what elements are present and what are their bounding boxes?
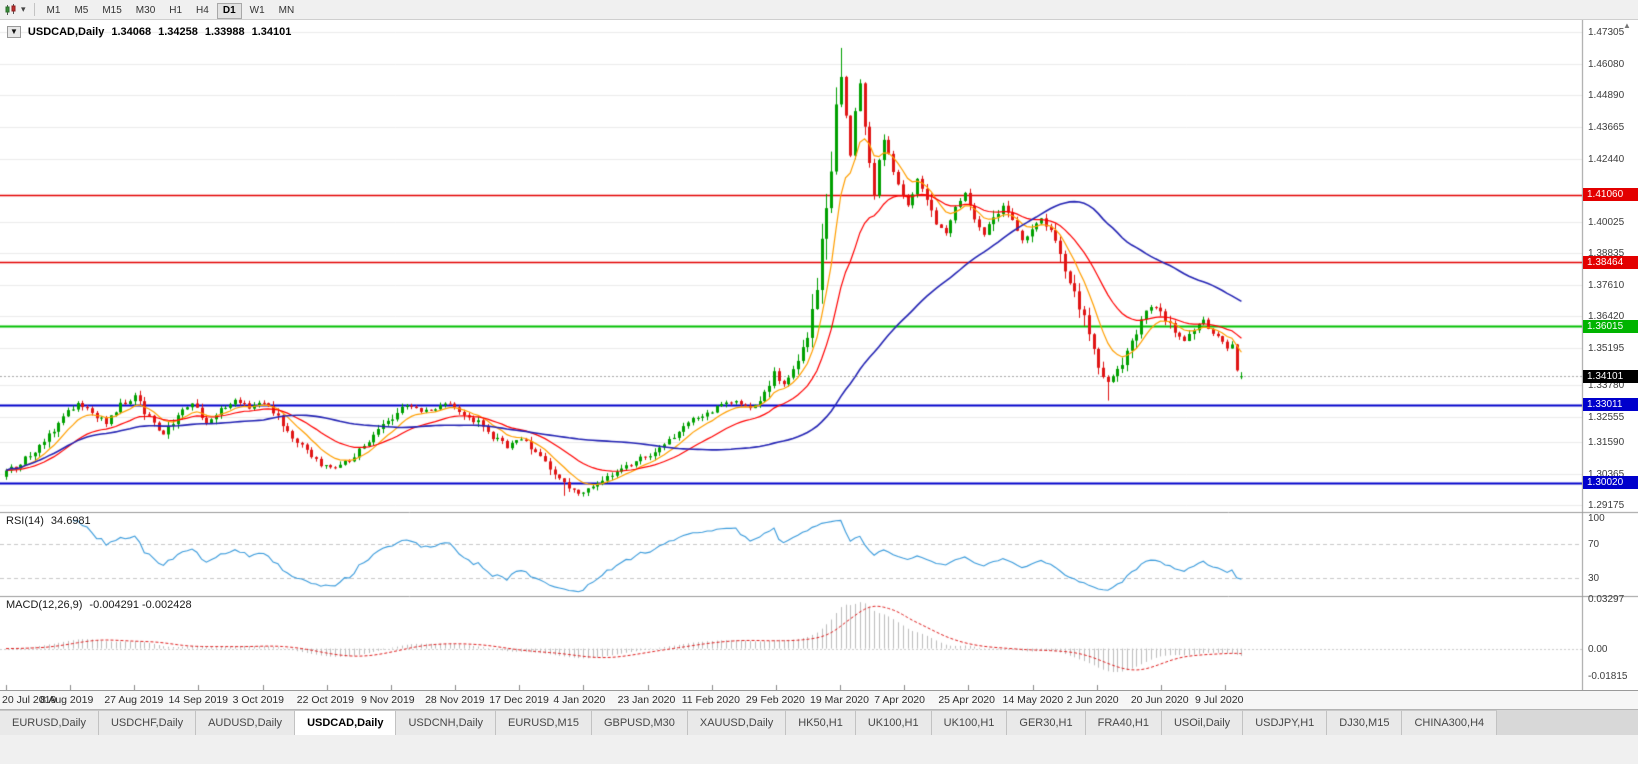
date-label: 25 Apr 2020 (938, 694, 995, 706)
date-label: 20 Jun 2020 (1130, 694, 1189, 706)
price-axis-label: 1.42440 (1588, 153, 1625, 165)
tab-audusd-daily[interactable]: AUDUSD,Daily (196, 710, 296, 735)
macd-values: -0.004291 -0.002428 (89, 599, 192, 611)
date-label: 19 Mar 2020 (810, 694, 869, 706)
rsi-axis-label: 100 (1588, 513, 1605, 524)
timeframe-h1[interactable]: H1 (163, 3, 188, 19)
timeframe-m5[interactable]: M5 (68, 3, 94, 19)
price-axis-label: 1.37610 (1588, 279, 1625, 291)
macd-name: MACD(12,26,9) (6, 599, 83, 611)
date-label: 2 Jun 2020 (1066, 694, 1119, 706)
date-label: 29 Feb 2020 (745, 694, 805, 706)
tab-ger30-h1[interactable]: GER30,H1 (1007, 710, 1086, 735)
price-axis-label: 1.47305 (1588, 26, 1625, 38)
ohlc-close: 1.34101 (251, 26, 292, 38)
timeframe-d1[interactable]: D1 (216, 3, 242, 19)
price-axis-label: 1.40025 (1588, 216, 1625, 228)
date-label: 3 Oct 2019 (232, 694, 284, 706)
time-axis: 20 Jul 2019 8 Aug 2019 27 Aug 2019 14 Sep 2… (0, 690, 1638, 709)
price-line-label: 1.41060 (1583, 188, 1638, 202)
candlestick-chart-icon[interactable] (5, 3, 18, 16)
timeframe-w1[interactable]: W1 (244, 3, 271, 19)
price-axis-label: 1.38835 (1588, 247, 1625, 259)
tab-usdjpy-h1[interactable]: USDJPY,H1 (1243, 710, 1328, 735)
tab-usdcad-daily[interactable]: USDCAD,Daily (295, 710, 397, 735)
date-label: 20 Jul 2019 (2, 694, 57, 706)
date-label: 8 Aug 2019 (40, 694, 94, 706)
date-label: 14 Sep 2019 (168, 694, 229, 706)
tab-fra40-h1[interactable]: FRA40,H1 (1085, 710, 1162, 735)
tab-gbpusd-m30[interactable]: GBPUSD,M30 (591, 710, 688, 735)
macd-axis-label: 0.03297 (1588, 593, 1625, 605)
price-line-label: 1.33011 (1583, 398, 1638, 412)
tab-hk50-h1[interactable]: HK50,H1 (786, 710, 856, 735)
toolbar: ▾ M1 M5 M15 M30 H1 H4 D1 W1 MN (0, 0, 1638, 20)
ohlc-low: 1.33988 (204, 26, 245, 38)
tab-dj30-m15[interactable]: DJ30,M15 (1327, 710, 1403, 735)
price-axis-label: 1.44890 (1588, 89, 1625, 101)
toolbar-separator (33, 3, 35, 16)
chart-tabs-bar: EURUSD,Daily USDCHF,Daily AUDUSD,Daily USDC… (0, 709, 1638, 735)
macd-indicator-label: MACD(12,26,9) -0.004291 -0.002428 (6, 599, 192, 611)
tab-eurusd-m15[interactable]: EURUSD,M15 (496, 710, 592, 735)
ohlc-open: 1.34068 (111, 26, 152, 38)
price-axis-label: 1.30365 (1588, 468, 1625, 480)
tab-usdchf-daily[interactable]: USDCHF,Daily (98, 710, 197, 735)
tab-usoil-daily[interactable]: USOil,Daily (1161, 710, 1244, 735)
macd-axis-label: -0.01815 (1588, 670, 1628, 682)
tab-usdcnh-daily[interactable]: USDCNH,Daily (396, 710, 497, 735)
rsi-value: 34.6981 (50, 515, 91, 527)
chart-symbol-period: USDCAD,Daily (27, 26, 105, 38)
price-line-label: 1.38464 (1583, 255, 1638, 269)
price-axis-label: 1.35195 (1588, 342, 1625, 354)
price-axis-label: 1.33780 (1588, 379, 1625, 391)
price-axis-label: 1.46080 (1588, 58, 1625, 70)
date-label: 4 Jan 2020 (553, 694, 606, 706)
date-label: 7 Apr 2020 (874, 694, 925, 706)
date-label: 17 Dec 2019 (489, 694, 549, 706)
rsi-axis-label: 30 (1588, 573, 1600, 584)
chart-canvas[interactable] (0, 20, 1638, 690)
macd-axis-label: 0.00 (1588, 643, 1608, 655)
date-label: 14 May 2020 (1002, 694, 1064, 706)
timeframe-buttons: M1 M5 M15 M30 H1 H4 D1 W1 MN (40, 0, 302, 19)
scroll-up-icon[interactable]: ▲ (1623, 21, 1631, 30)
price-axis-label: 1.32555 (1588, 411, 1625, 423)
bottom-strip (0, 735, 1638, 764)
tab-uk100-h1[interactable]: UK100,H1 (931, 710, 1008, 735)
timeframe-m1[interactable]: M1 (41, 3, 67, 19)
chart-ohlc-header: ▼ USDCAD,Daily 1.34068 1.34258 1.33988 1… (7, 26, 291, 38)
price-axis-label: 1.43665 (1588, 121, 1625, 133)
date-label: 9 Nov 2019 (360, 694, 415, 706)
timeframe-m15[interactable]: M15 (96, 3, 127, 19)
price-axis-label: 1.36420 (1588, 310, 1625, 322)
chart-area: ▼ USDCAD,Daily 1.34068 1.34258 1.33988 1… (0, 20, 1638, 690)
price-axis-label: 1.29175 (1588, 499, 1625, 511)
timeframe-h4[interactable]: H4 (190, 3, 215, 19)
date-label: 22 Oct 2019 (296, 694, 354, 706)
date-label: 11 Feb 2020 (681, 694, 740, 706)
tab-xauusd-daily[interactable]: XAUUSD,Daily (687, 710, 787, 735)
rsi-name: RSI(14) (6, 515, 44, 527)
rsi-axis-label: 70 (1588, 538, 1600, 550)
price-line-label: 1.30020 (1583, 476, 1638, 490)
tab-eurusd-daily[interactable]: EURUSD,Daily (0, 710, 99, 735)
date-label: 23 Jan 2020 (617, 694, 676, 706)
price-line-label: 1.34101 (1583, 369, 1638, 383)
date-label: 9 Jul 2020 (1194, 694, 1244, 706)
date-label: 27 Aug 2019 (104, 694, 164, 706)
timeframe-m30[interactable]: M30 (130, 3, 161, 19)
chart-type-dropdown-icon[interactable]: ▾ (21, 4, 26, 14)
timeframe-mn[interactable]: MN (273, 3, 301, 19)
date-label: 28 Nov 2019 (425, 694, 485, 706)
tab-china300-h4[interactable]: CHINA300,H4 (1402, 710, 1498, 735)
price-line-label: 1.36015 (1583, 319, 1638, 333)
chart-menu-caret-icon[interactable]: ▼ (7, 26, 21, 38)
price-axis-label: 1.31590 (1588, 436, 1625, 448)
rsi-indicator-label: RSI(14) 34.6981 (6, 515, 91, 527)
tab-uk100-h1[interactable]: UK100,H1 (855, 710, 932, 735)
ohlc-high: 1.34258 (158, 26, 198, 38)
